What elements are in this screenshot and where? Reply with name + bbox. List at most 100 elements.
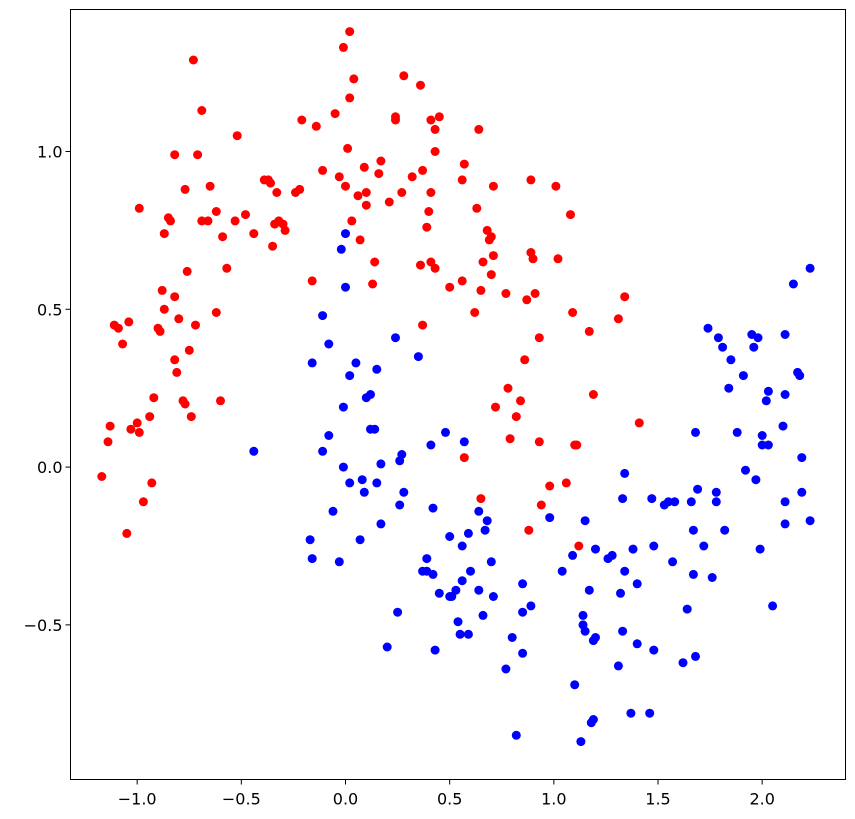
scatter-point-class-0 [180,399,190,409]
scatter-point-class-1 [713,333,723,343]
scatter-point-class-1 [703,323,713,333]
scatter-point-class-1 [328,506,338,516]
scatter-point-class-1 [699,541,709,551]
scatter-point-class-0 [334,172,344,182]
scatter-point-class-0 [561,478,571,488]
scatter-point-class-0 [222,263,232,273]
scatter-point-class-0 [472,203,482,213]
scatter-point-class-1 [451,585,461,595]
scatter-point-class-1 [663,497,673,507]
scatter-point-class-1 [686,497,696,507]
scatter-point-class-1 [526,601,536,611]
scatter-point-class-1 [370,424,380,434]
scatter-point-class-1 [720,525,730,535]
scatter-point-class-0 [445,282,455,292]
scatter-point-class-0 [218,232,228,242]
scatter-point-class-1 [391,333,400,343]
scatter-point-class-0 [478,257,488,267]
scatter-point-class-0 [361,188,371,197]
scatter-point-class-1 [616,588,625,598]
scatter-point-class-1 [738,371,748,381]
scatter-point-class-0 [553,254,563,264]
x-tick-label: −1.0 [118,790,157,809]
scatter-point-class-1 [591,544,600,554]
y-tick-label: 1.0 [37,143,62,162]
scatter-point-class-1 [318,311,328,321]
scatter-point-class-0 [520,355,530,365]
scatter-point-class-0 [584,326,594,336]
scatter-point-class-1 [518,648,528,658]
scatter-point-class-0 [203,216,213,226]
x-tick-label: 1.5 [645,790,670,809]
scatter-point-class-0 [188,55,198,65]
scatter-point-class-0 [491,402,500,412]
scatter-point-class-0 [384,197,394,207]
scatter-point-class-0 [470,308,480,317]
scatter-point-class-0 [241,210,250,220]
scatter-point-class-1 [649,541,659,551]
x-tick-label: 0.0 [333,790,358,809]
scatter-point-class-0 [568,308,578,317]
scatter-point-class-1 [688,569,698,579]
scatter-point-class-0 [211,308,221,317]
scatter-point-class-1 [463,629,473,639]
scatter-point-class-0 [416,260,425,270]
scatter-point-class-0 [566,210,575,220]
scatter-point-class-0 [399,71,409,81]
points-layer [97,27,815,747]
scatter-point-class-0 [488,251,498,261]
scatter-point-class-1 [632,639,642,649]
scatter-point-class-0 [343,143,353,153]
scatter-point-class-1 [763,386,773,396]
scatter-point-class-1 [338,402,348,412]
scatter-point-class-0 [524,525,534,535]
scatter-point-class-0 [347,216,357,226]
scatter-point-class-0 [361,200,371,210]
scatter-point-class-0 [184,345,194,355]
scatter-point-class-1 [649,645,659,655]
scatter-point-class-0 [418,165,428,175]
scatter-point-class-1 [678,658,688,668]
scatter-point-class-0 [634,418,644,428]
scatter-point-class-1 [805,263,815,273]
scatter-point-class-1 [797,453,807,463]
scatter-point-class-1 [647,494,657,504]
scatter-point-class-1 [480,525,490,535]
scatter-point-class-1 [324,339,334,349]
scatter-point-class-1 [670,497,680,507]
scatter-point-class-0 [534,437,544,447]
scatter-point-class-1 [428,503,438,513]
scatter-point-class-1 [645,708,655,718]
scatter-point-class-1 [718,342,728,352]
scatter-point-class-0 [172,367,182,377]
scatter-point-class-0 [124,317,134,327]
scatter-point-class-1 [613,661,623,671]
scatter-point-class-0 [166,216,175,226]
scatter-point-class-0 [297,115,307,125]
scatter-point-class-0 [174,314,184,324]
scatter-point-class-1 [788,279,798,289]
scatter-point-class-1 [474,506,484,516]
scatter-point-class-0 [434,112,444,122]
scatter-point-class-1 [618,626,628,636]
scatter-point-class-0 [620,292,630,302]
scatter-point-class-0 [476,494,486,504]
scatter-point-class-0 [318,165,328,175]
plot-frame [70,9,846,780]
scatter-point-class-1 [618,494,628,504]
scatter-point-class-0 [186,412,196,422]
scatter-point-class-1 [753,333,763,343]
scatter-point-class-0 [232,131,242,141]
scatter-point-class-0 [501,289,511,298]
scatter-point-class-0 [486,270,496,280]
scatter-point-class-0 [122,528,132,538]
scatter-point-class-0 [216,396,225,406]
scatter-point-class-0 [295,184,305,194]
scatter-point-class-1 [382,642,392,652]
scatter-point-class-1 [768,601,778,611]
scatter-point-class-1 [724,383,734,393]
x-tick-label: 2.0 [749,790,774,809]
scatter-point-class-1 [395,500,405,510]
